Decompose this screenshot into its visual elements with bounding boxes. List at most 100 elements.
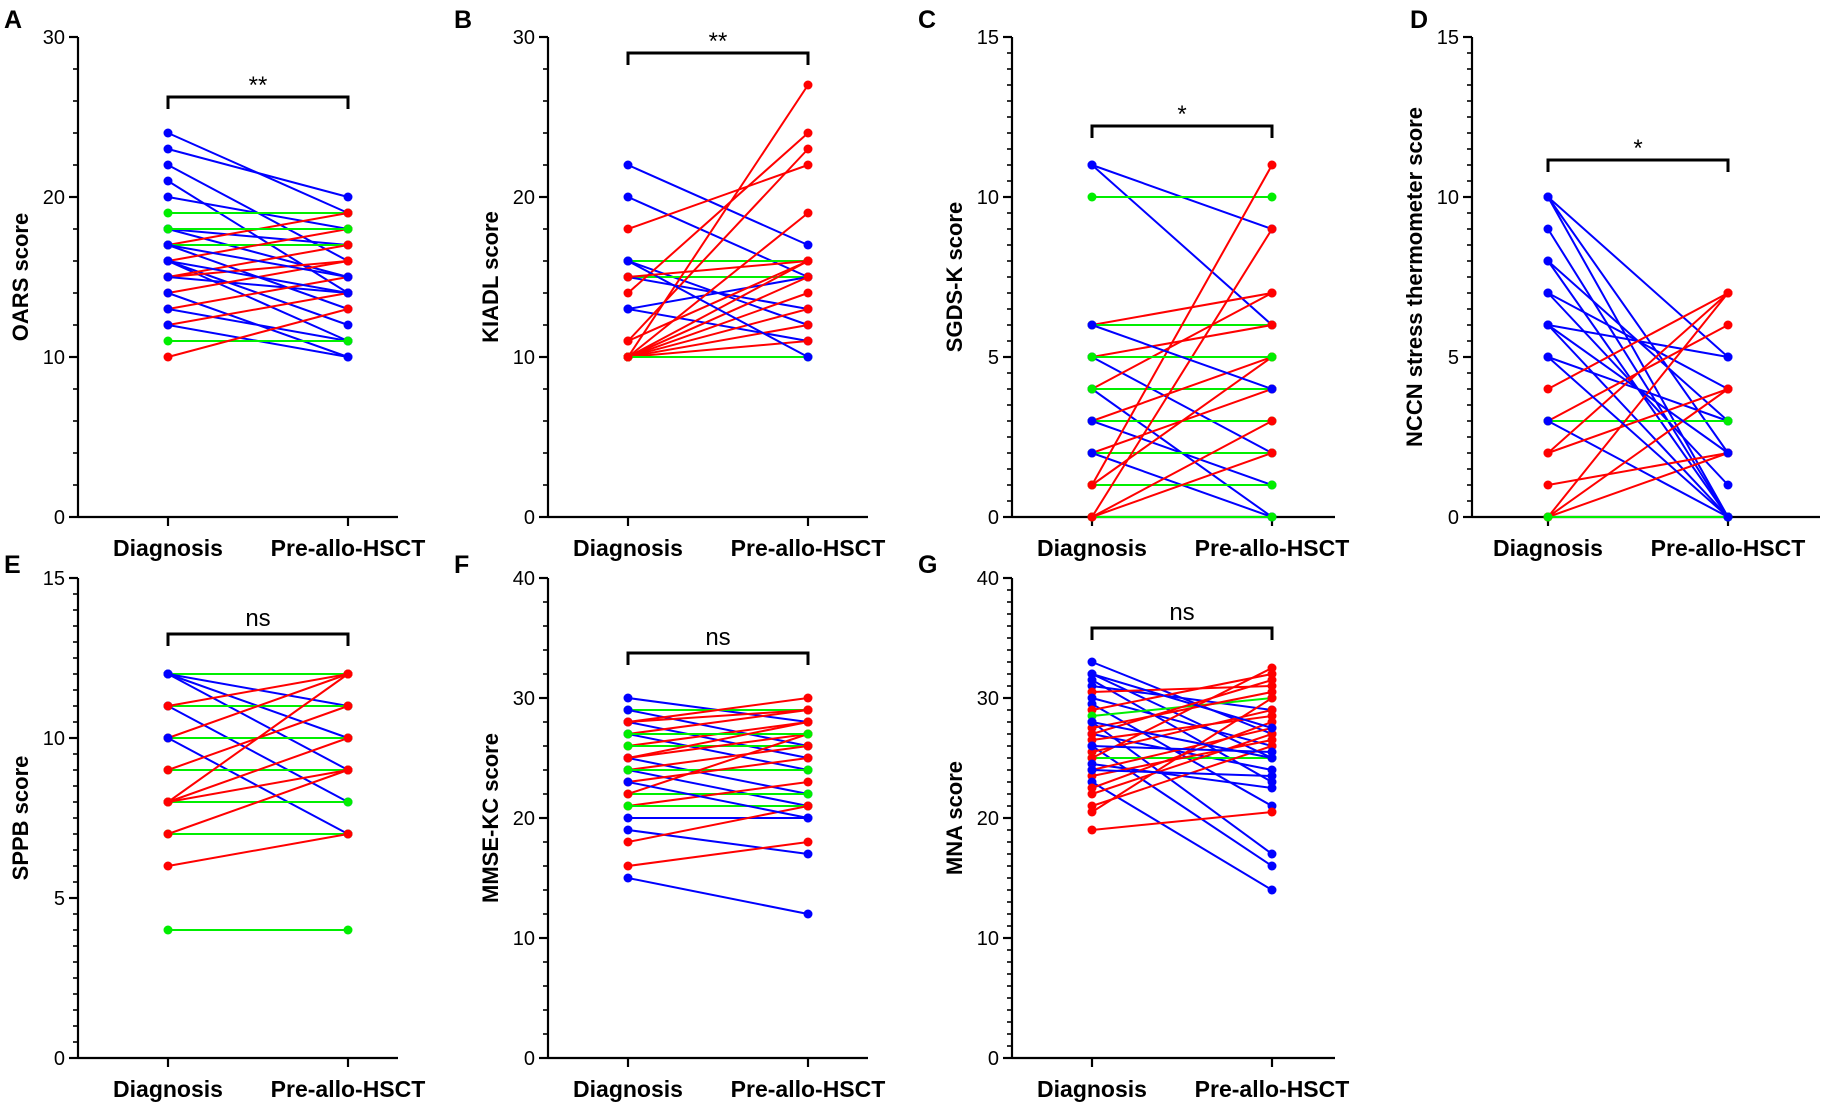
- paired-line: [627, 733, 809, 771]
- pre-hsct-point: [803, 765, 813, 775]
- pre-hsct-point: [1267, 705, 1277, 715]
- diagnosis-point: [163, 765, 173, 775]
- paired-line: [1091, 679, 1273, 735]
- y-axis-title: KIADL score: [478, 211, 503, 343]
- paired-line: [627, 781, 809, 819]
- paired-line: [167, 705, 349, 803]
- paired-line: [1547, 292, 1729, 390]
- paired-line: [627, 276, 809, 310]
- paired-line: [1091, 673, 1273, 711]
- paired-line: [627, 292, 809, 358]
- x-label-pre-allo-hsct: Pre-allo-HSCT: [271, 1076, 426, 1102]
- paired-line: [627, 276, 809, 358]
- paired-line: [1091, 697, 1273, 747]
- pre-hsct-point: [803, 909, 813, 919]
- diagnosis-point: [1543, 288, 1553, 298]
- significance-label: ns: [245, 605, 270, 632]
- pre-hsct-point: [803, 753, 813, 763]
- paired-line: [167, 673, 349, 739]
- pre-hsct-point: [1267, 224, 1277, 234]
- x-label-diagnosis: Diagnosis: [1037, 535, 1147, 561]
- y-tick-label: 0: [524, 1048, 535, 1070]
- y-tick-label: 0: [54, 507, 65, 529]
- significance-label: ns: [1169, 599, 1194, 626]
- pre-hsct-point: [1723, 352, 1733, 362]
- y-tick-label: 30: [513, 27, 535, 49]
- diagnosis-point: [1087, 825, 1097, 835]
- y-tick-label: 10: [513, 928, 535, 950]
- diagnosis-point: [163, 829, 173, 839]
- pre-hsct-point: [1267, 693, 1277, 703]
- pre-hsct-point: [803, 304, 813, 314]
- pre-hsct-point: [1723, 384, 1733, 394]
- paired-line: [627, 132, 809, 294]
- paired-line: [1547, 196, 1729, 358]
- diagnosis-point: [1543, 416, 1553, 426]
- diagnosis-point: [1087, 320, 1097, 330]
- diagnosis-point: [163, 144, 173, 154]
- paired-line: [1091, 356, 1273, 422]
- panel-letter: F: [454, 551, 469, 579]
- paired-line: [167, 228, 349, 262]
- paired-line: [167, 833, 349, 867]
- diagnosis-point: [1087, 192, 1097, 202]
- paired-line: [167, 308, 349, 358]
- paired-line: [627, 340, 809, 358]
- pre-hsct-point: [1267, 192, 1277, 202]
- y-tick-label: 20: [977, 808, 999, 830]
- pre-hsct-point: [803, 208, 813, 218]
- diagnosis-point: [163, 304, 173, 314]
- pre-hsct-point: [803, 705, 813, 715]
- y-tick-label: 30: [977, 688, 999, 710]
- paired-line: [1547, 452, 1729, 518]
- y-axis-title: SPPB score: [8, 756, 33, 881]
- diagnosis-point: [163, 256, 173, 266]
- paired-line: [627, 709, 809, 723]
- x-label-pre-allo-hsct: Pre-allo-HSCT: [731, 1076, 886, 1102]
- diagnosis-point: [623, 873, 633, 883]
- paired-line: [627, 148, 809, 342]
- paired-line: [167, 276, 349, 310]
- paired-line: [627, 733, 809, 795]
- paired-line: [627, 697, 809, 723]
- panel-letter: B: [454, 6, 472, 34]
- diagnosis-point: [1543, 512, 1553, 522]
- y-tick-label: 5: [54, 888, 65, 910]
- paired-lines: [1547, 196, 1729, 518]
- pre-hsct-point: [343, 701, 353, 711]
- y-tick-label: 15: [43, 568, 65, 590]
- pre-hsct-point: [1267, 512, 1277, 522]
- pre-hsct-point: [803, 777, 813, 787]
- diagnosis-point: [1543, 448, 1553, 458]
- paired-lines: [167, 673, 349, 931]
- pre-hsct-point: [803, 801, 813, 811]
- pre-hsct-point: [1267, 384, 1277, 394]
- panel-c: C 0 5 10 15 Diagnosis Pre-allo-HSCT SGDS-K scor…: [918, 6, 1349, 561]
- pre-hsct-point: [803, 693, 813, 703]
- diagnosis-point: [623, 777, 633, 787]
- pre-hsct-point: [343, 765, 353, 775]
- diagnosis-point: [1543, 192, 1553, 202]
- diagnosis-point: [163, 208, 173, 218]
- significance-bracket: [1090, 124, 1274, 138]
- x-label-diagnosis: Diagnosis: [573, 535, 683, 561]
- paired-line: [1091, 164, 1273, 486]
- pre-hsct-point: [343, 304, 353, 314]
- significance-bracket: [626, 651, 810, 665]
- y-tick-label: 15: [977, 27, 999, 49]
- diagnosis-point: [623, 813, 633, 823]
- paired-line: [1091, 164, 1273, 326]
- y-tick-label: 10: [977, 187, 999, 209]
- paired-line: [167, 148, 349, 198]
- pre-hsct-point: [1267, 861, 1277, 871]
- paired-line: [1091, 324, 1273, 390]
- paired-line: [1547, 388, 1729, 518]
- paired-points: [163, 128, 353, 362]
- y-tick-label: 5: [988, 347, 999, 369]
- diagnosis-point: [1543, 320, 1553, 330]
- y-tick-label: 0: [1448, 507, 1459, 529]
- diagnosis-point: [623, 224, 633, 234]
- paired-line: [167, 244, 349, 278]
- diagnosis-point: [1087, 807, 1097, 817]
